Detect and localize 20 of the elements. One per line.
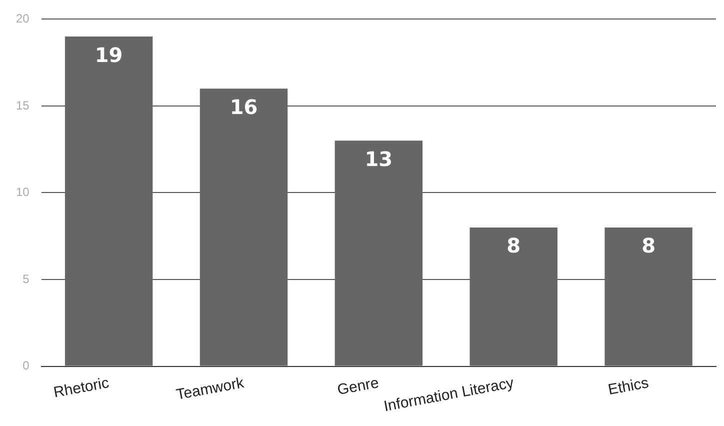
data-label: 8 <box>642 234 656 258</box>
x-tick-label: Genre <box>336 374 380 399</box>
data-label: 8 <box>506 234 521 258</box>
y-tick-label: 10 <box>16 185 30 200</box>
y-tick-label: 5 <box>22 272 30 286</box>
x-tick-label: Rhetoric <box>52 374 111 402</box>
x-tick-label: Information Literacy <box>382 374 516 416</box>
bar <box>200 88 288 366</box>
x-tick-label: Teamwork <box>174 374 246 404</box>
y-tick-label: 15 <box>16 98 30 112</box>
data-label: 16 <box>230 94 258 119</box>
x-tick-label: Ethics <box>606 374 650 399</box>
bar <box>64 36 153 366</box>
bar <box>470 227 558 366</box>
data-label: 19 <box>94 42 123 67</box>
bar <box>604 227 692 366</box>
bar <box>334 140 423 366</box>
y-tick-label: 0 <box>22 358 30 373</box>
data-label: 13 <box>364 146 393 171</box>
y-tick-label: 20 <box>16 12 30 26</box>
